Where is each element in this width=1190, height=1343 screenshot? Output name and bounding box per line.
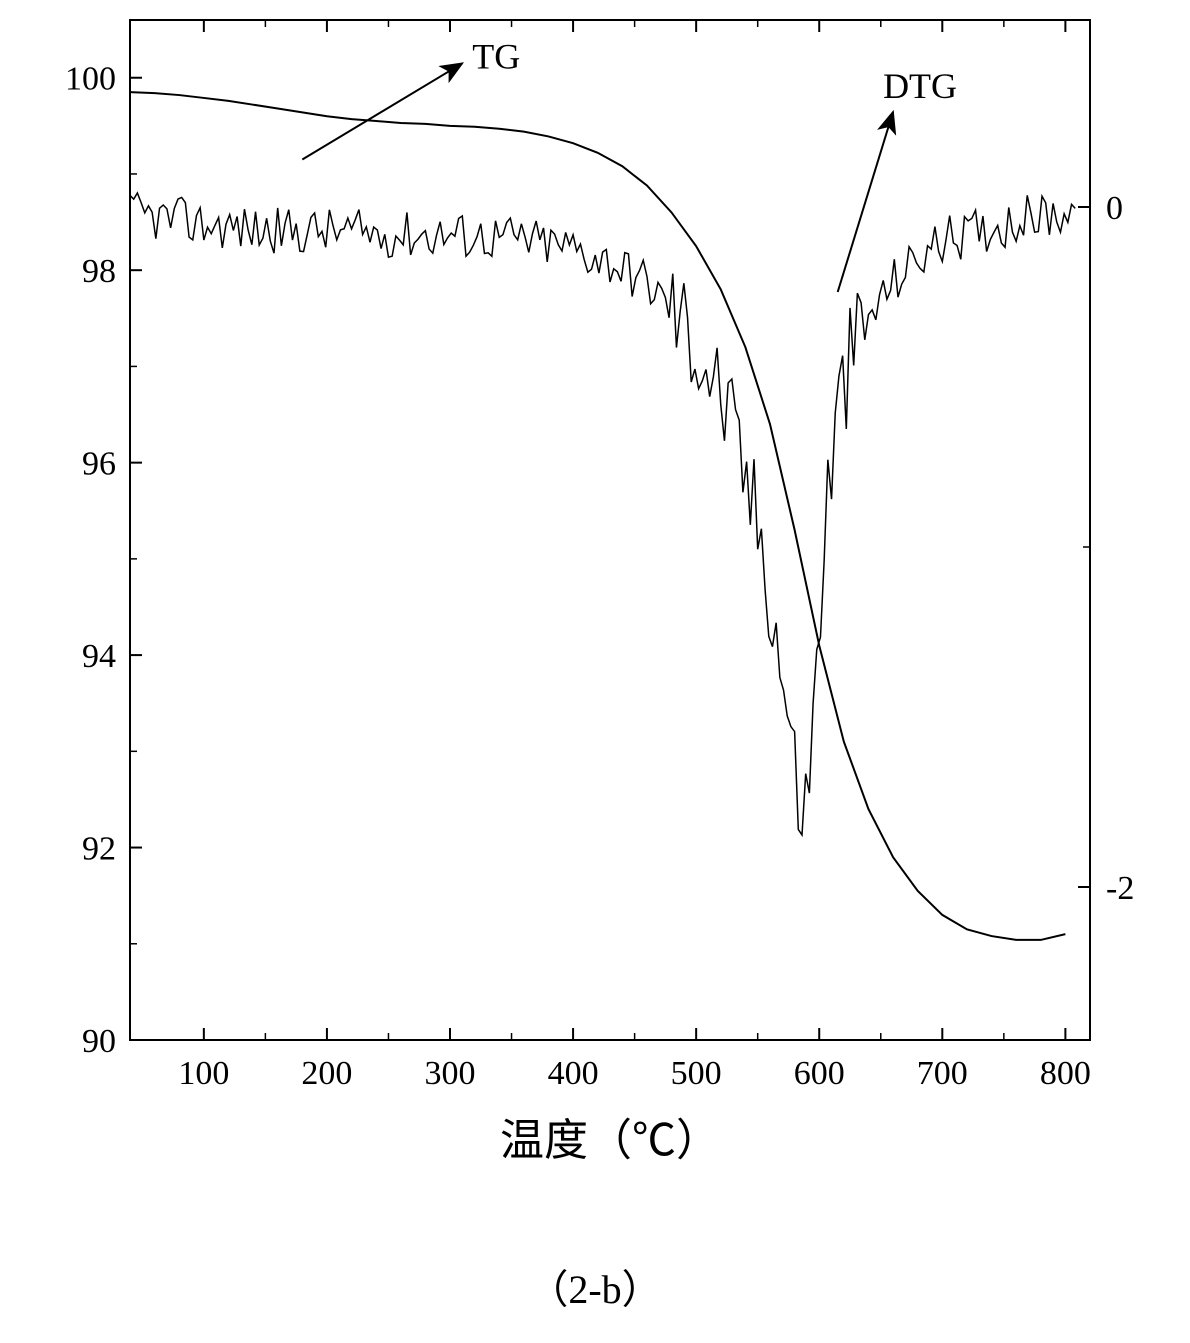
x-tick-label: 500 bbox=[671, 1055, 722, 1092]
y-left-tick-label: 94 bbox=[82, 638, 116, 675]
y-left-tick-label: 100 bbox=[65, 61, 116, 98]
y-left-tick-label: 96 bbox=[82, 446, 116, 483]
y-right-tick-label: -2 bbox=[1106, 870, 1134, 907]
y-right-tick-label: 0 bbox=[1106, 190, 1123, 227]
dtg-label: DTG bbox=[883, 66, 957, 106]
x-tick-label: 800 bbox=[1040, 1055, 1091, 1092]
y-left-tick-label: 90 bbox=[82, 1023, 116, 1060]
x-axis-label: 温度（℃） bbox=[500, 1116, 720, 1165]
figure-caption: （2-b） bbox=[528, 1267, 661, 1312]
tg-dtg-chart: 100 200 300 400 500 600 700 800 90 92 94 96 98 100 -2 0… bbox=[0, 0, 1190, 1343]
x-tick-label: 700 bbox=[917, 1055, 968, 1092]
x-tick-label: 400 bbox=[548, 1055, 599, 1092]
x-tick-label: 300 bbox=[425, 1055, 476, 1092]
x-tick-label: 200 bbox=[301, 1055, 352, 1092]
y-left-tick-label: 92 bbox=[82, 831, 116, 868]
x-tick-label: 600 bbox=[794, 1055, 845, 1092]
x-tick-label: 100 bbox=[178, 1055, 229, 1092]
tg-label: TG bbox=[472, 36, 520, 76]
y-left-tick-label: 98 bbox=[82, 253, 116, 290]
